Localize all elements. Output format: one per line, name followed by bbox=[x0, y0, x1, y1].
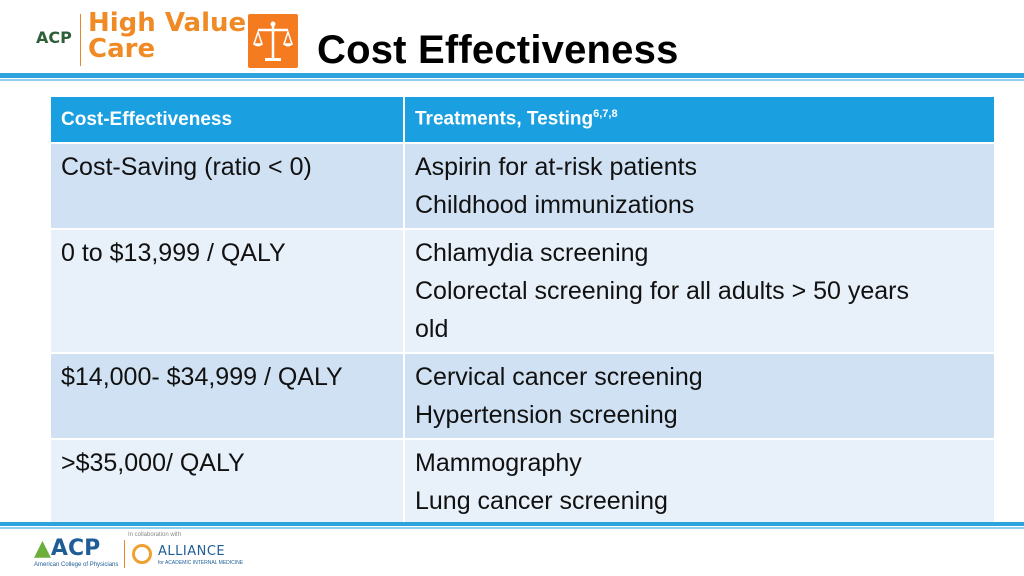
footer-logo-divider bbox=[124, 540, 125, 568]
footer-divider bbox=[0, 522, 1024, 526]
acp-subtitle: American College of Physicians bbox=[34, 562, 119, 568]
treatments-cell: Mammography Lung cancer screening bbox=[403, 438, 996, 526]
cost-cell: $14,000- $34,999 / QALY bbox=[49, 352, 405, 440]
treatments-cell: Chlamydia screening Colorectal screening… bbox=[403, 228, 996, 354]
brand-line-2: Care bbox=[88, 34, 156, 64]
footer-logos: ▲ACP American College of Physicians In c… bbox=[32, 532, 292, 572]
high-value-care-logo: ACP High Value Care bbox=[36, 10, 306, 70]
collaboration-text: In collaboration with bbox=[128, 532, 182, 538]
treatments-cell: Aspirin for at-risk patients Childhood i… bbox=[403, 142, 996, 230]
acp-logo-small: ACP bbox=[36, 28, 72, 47]
citation-superscript: 6,7,8 bbox=[593, 108, 618, 121]
cost-effectiveness-table: Cost-Effectiveness Treatments, Testing6,… bbox=[49, 95, 996, 526]
table-row: 0 to $13,999 / QALY Chlamydia screening … bbox=[49, 228, 996, 354]
table-row: >$35,000/ QALY Mammography Lung cancer s… bbox=[49, 438, 996, 526]
column-header-treatments: Treatments, Testing6,7,8 bbox=[403, 95, 996, 144]
alliance-ring-icon bbox=[132, 544, 152, 564]
cost-cell: 0 to $13,999 / QALY bbox=[49, 228, 405, 354]
alliance-subtitle: for ACADEMIC INTERNAL MEDICINE bbox=[158, 560, 244, 566]
scales-of-justice-icon bbox=[246, 12, 300, 70]
page-title: Cost Effectiveness bbox=[317, 28, 679, 72]
cost-cell: Cost-Saving (ratio < 0) bbox=[49, 142, 405, 230]
title-divider-light bbox=[0, 79, 1024, 81]
brand-text: High Value Care bbox=[88, 10, 246, 62]
table-header-row: Cost-Effectiveness Treatments, Testing6,… bbox=[49, 95, 996, 144]
treatments-cell: Cervical cancer screening Hypertension s… bbox=[403, 352, 996, 440]
cost-cell: >$35,000/ QALY bbox=[49, 438, 405, 526]
alliance-logo-text: ALLIANCE bbox=[158, 544, 226, 559]
table-row: $14,000- $34,999 / QALY Cervical cancer … bbox=[49, 352, 996, 440]
acp-leaf-icon: ▲ bbox=[34, 536, 51, 561]
logo-divider bbox=[80, 14, 81, 66]
footer-divider-light bbox=[0, 527, 1024, 529]
column-header-cost: Cost-Effectiveness bbox=[49, 95, 405, 144]
acp-logo: ▲ACP bbox=[34, 536, 101, 561]
brand-line-1: High Value bbox=[88, 8, 247, 38]
title-divider bbox=[0, 73, 1024, 78]
table-row: Cost-Saving (ratio < 0) Aspirin for at-r… bbox=[49, 142, 996, 230]
